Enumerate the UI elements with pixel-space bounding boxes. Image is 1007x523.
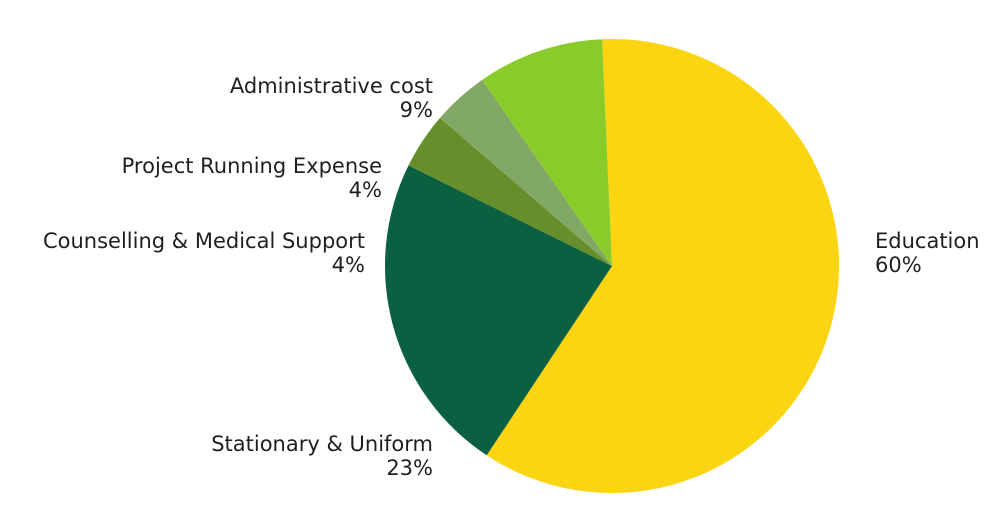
slice-name-counselling-medical: Counselling & Medical Support [42, 229, 365, 253]
slice-name-project-running: Project Running Expense [121, 154, 382, 178]
slice-label-counselling-medical: Counselling & Medical Support 4% [43, 229, 365, 277]
slice-label-education: Education 60% [875, 229, 980, 277]
pie-slice-stationary-uniform [385, 165, 612, 456]
pie-slice-administrative-cost [482, 39, 612, 266]
slice-percent-education: 60% [875, 253, 922, 277]
slice-label-administrative: Administrative cost 9% [230, 74, 433, 122]
slice-label-project-running: Project Running Expense 4% [122, 154, 382, 202]
slice-percent-project-running: 4% [348, 178, 382, 202]
slice-percent-stationary-uniform: 23% [386, 456, 433, 480]
slice-name-education: Education [875, 229, 980, 253]
slice-percent-counselling-medical: 4% [331, 253, 365, 277]
slice-name-administrative: Administrative cost [229, 74, 433, 98]
pie-slice-project-running-expense [439, 79, 612, 266]
pie-slice-counselling-medical-support [408, 117, 612, 266]
slice-name-stationary-uniform: Stationary & Uniform [211, 432, 433, 456]
slice-label-stationary-uniform: Stationary & Uniform 23% [211, 432, 433, 480]
slice-percent-administrative: 9% [399, 98, 433, 122]
pie-slice-education [486, 39, 840, 494]
